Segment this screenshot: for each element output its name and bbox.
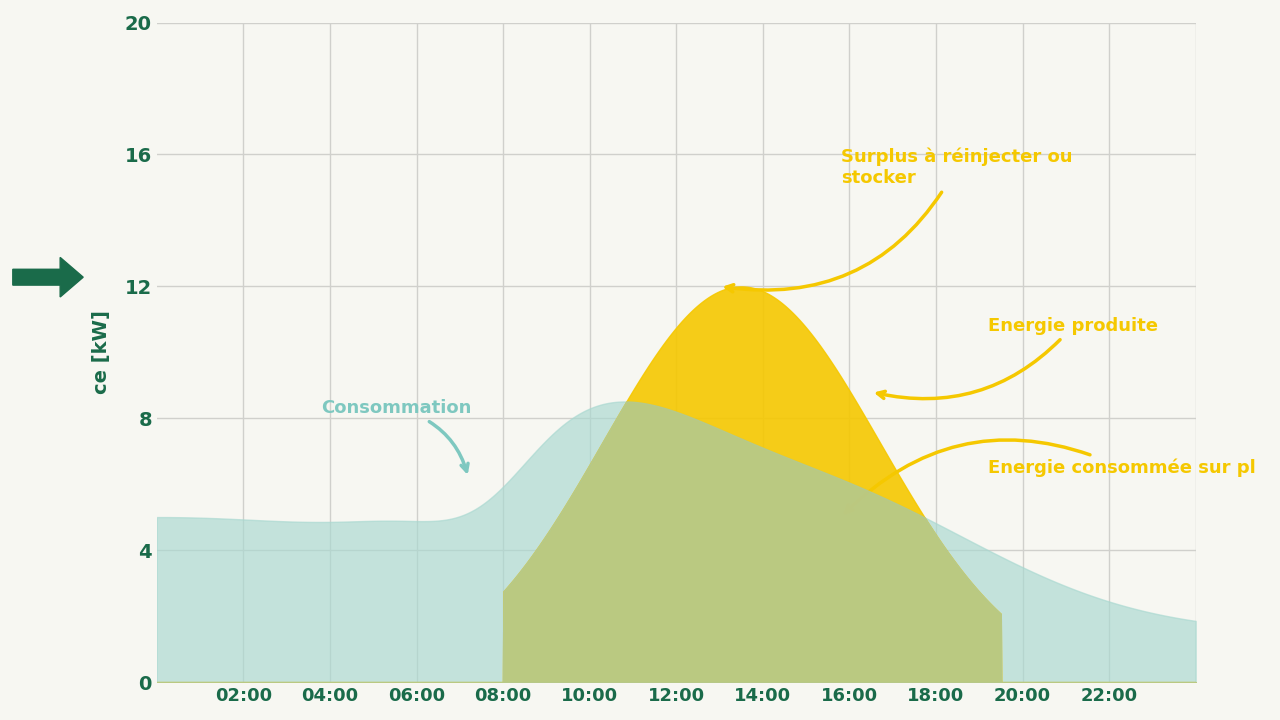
Text: Energie produite: Energie produite <box>878 317 1158 399</box>
Text: Consommation: Consommation <box>321 400 471 472</box>
Y-axis label: ce [kW]: ce [kW] <box>92 310 111 395</box>
Text: Surplus à réinjecter ou
stocker: Surplus à réinjecter ou stocker <box>726 148 1073 292</box>
Text: Energie consommée sur pl: Energie consommée sur pl <box>846 440 1256 513</box>
